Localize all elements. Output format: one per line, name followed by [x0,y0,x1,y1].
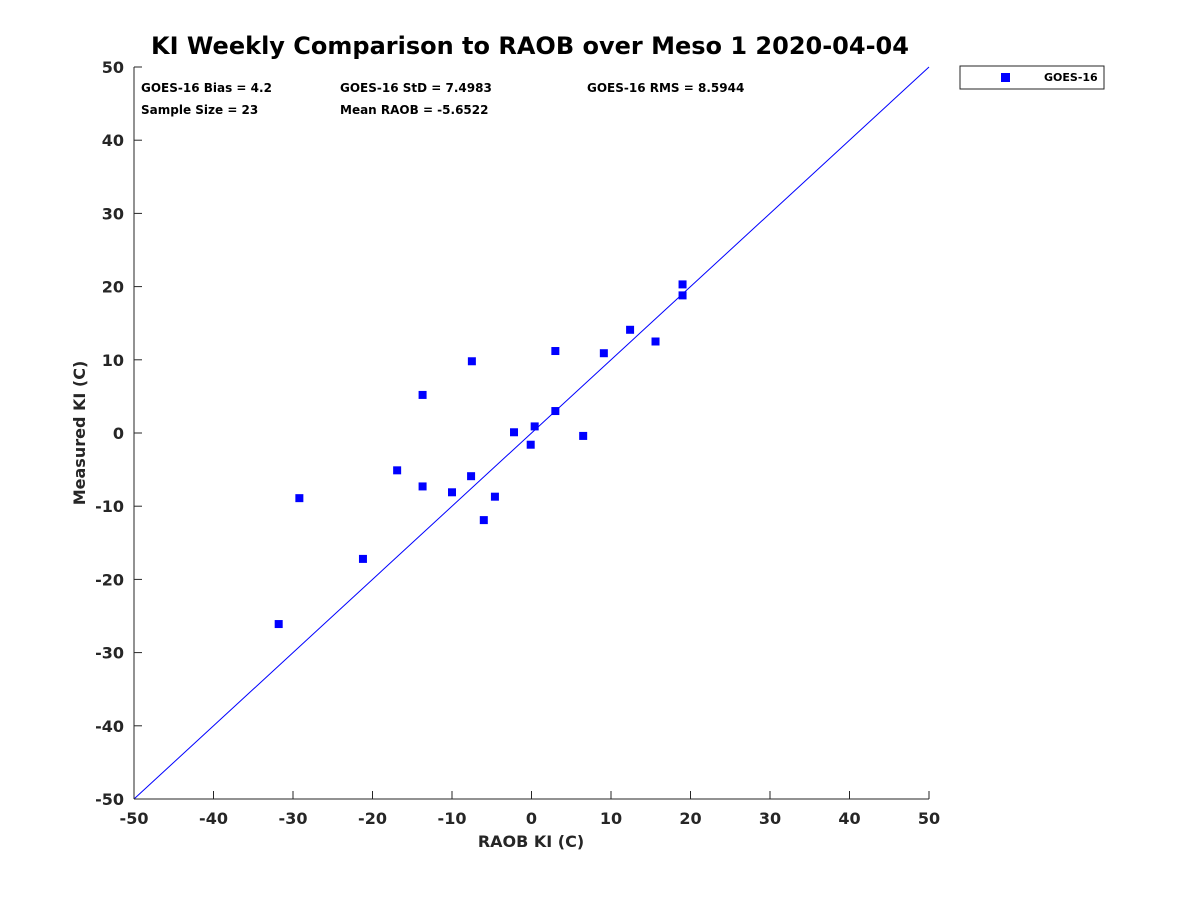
data-point [526,440,535,449]
x-tick-label: -40 [199,809,228,828]
data-point [418,390,427,399]
one-to-one-reference-line [133,66,930,800]
y-tick-label: -30 [95,644,124,663]
data-point [599,349,608,358]
y-tick-label: 50 [102,58,124,77]
y-tick-label: -20 [95,570,124,589]
y-tick-label: -40 [95,717,124,736]
x-tick-label: 50 [918,809,940,828]
y-axis-ticks: -50 -40 -30 -20 -10 0 10 20 30 40 50 [95,58,142,809]
data-point [467,357,476,366]
x-tick-label: -20 [358,809,387,828]
data-point [530,422,539,431]
data-point [579,431,588,440]
y-tick-label: 0 [113,424,124,443]
data-point [626,325,635,334]
data-point [551,407,560,416]
chart-title: KI Weekly Comparison to RAOB over Meso 1… [151,32,909,60]
data-points [274,280,687,629]
legend-marker-square [1001,73,1010,82]
y-tick-label: 20 [102,278,124,297]
x-tick-label: 20 [679,809,701,828]
stat-bias: GOES-16 Bias = 4.2 [141,81,272,95]
data-point [479,516,488,525]
y-tick-label: 10 [102,351,124,370]
stat-sample-size: Sample Size = 23 [141,103,258,117]
data-point [448,488,456,497]
stat-std: GOES-16 StD = 7.4983 [340,81,492,95]
data-point [510,428,519,437]
legend: GOES-16 [959,65,1105,90]
data-point [551,347,560,356]
data-point [295,494,304,503]
x-axis-label: RAOB KI (C) [478,832,584,851]
x-tick-label: 10 [600,809,622,828]
data-point [358,554,367,563]
data-point [678,280,687,289]
data-point [393,466,402,475]
y-axis-label: Measured KI (C) [70,361,89,506]
x-tick-label: 0 [526,809,537,828]
y-tick-label: -50 [95,790,124,809]
x-tick-label: -10 [438,809,467,828]
data-point [274,620,283,629]
statistics-annotations: GOES-16 Bias = 4.2 GOES-16 StD = 7.4983 … [141,81,744,117]
x-axis-ticks: -50 -40 -30 -20 -10 0 10 20 30 40 50 [120,791,940,828]
y-tick-label: 30 [102,204,124,223]
stat-rms: GOES-16 RMS = 8.5944 [587,81,744,95]
x-tick-label: 40 [838,809,860,828]
data-point [678,291,687,300]
x-tick-label: -30 [279,809,308,828]
data-point [651,337,660,346]
x-tick-label: 30 [759,809,781,828]
stat-mean-raob: Mean RAOB = -5.6522 [340,103,488,117]
x-tick-label: -50 [120,809,149,828]
legend-box [959,65,1105,90]
data-point [490,492,499,501]
y-tick-label: 40 [102,131,124,150]
legend-entry-goes-16: GOES-16 [1044,71,1098,84]
data-point [467,472,476,481]
y-tick-label: -10 [95,497,124,516]
data-point [418,482,427,491]
